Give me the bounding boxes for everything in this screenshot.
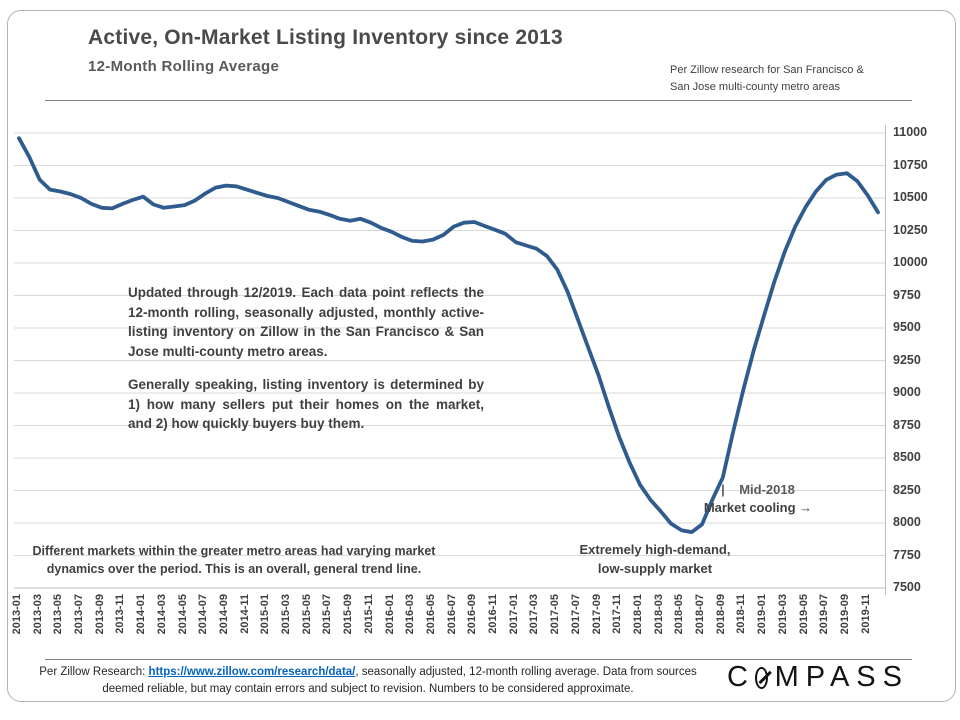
x-tick-label: 2018-11 [735, 594, 748, 634]
source-note: Per Zillow research for San Francisco & … [670, 62, 864, 96]
x-tick-label: 2019-03 [776, 594, 789, 635]
annotation-methodology: Updated through 12/2019. Each data point… [128, 283, 484, 434]
x-tick-label: 2013-03 [31, 594, 44, 635]
x-tick-label: 2018-09 [714, 594, 727, 635]
page-title: Active, On-Market Listing Inventory sinc… [88, 26, 563, 49]
y-tick-label: 9000 [893, 385, 921, 399]
y-tick-label: 9500 [893, 320, 921, 334]
annotation-high-demand-line1: Extremely high-demand, [579, 542, 731, 557]
x-tick-label: 2014-09 [217, 594, 230, 635]
footer-prefix: Per Zillow Research: [39, 666, 149, 678]
y-tick-label: 9750 [893, 287, 921, 302]
x-tick-label: 2015-09 [342, 594, 355, 635]
compass-logo-c: C [727, 660, 755, 693]
y-tick-label: 9250 [893, 352, 921, 367]
x-tick-label: 2017-01 [507, 594, 520, 635]
compass-logo: C MPASS [727, 660, 909, 694]
x-tick-label: 2013-07 [73, 594, 86, 635]
y-tick-label: 7750 [893, 547, 921, 562]
x-tick-label: 2015-11 [362, 594, 375, 634]
x-tick-label: 2015-05 [300, 594, 313, 635]
x-tick-label: 2019-07 [818, 594, 831, 635]
footer-source-text: Per Zillow Research: https://www.zillow.… [18, 664, 718, 699]
x-tick-label: 2016-05 [424, 594, 437, 635]
x-tick-label: 2018-01 [631, 594, 644, 635]
x-tick-label: 2017-09 [590, 594, 603, 635]
y-tick-label: 10250 [893, 222, 928, 237]
chart-canvas [14, 125, 886, 595]
x-tick-label: 2014-03 [155, 594, 168, 635]
x-tick-label: 2019-01 [756, 594, 769, 635]
x-tick-label: 2016-09 [466, 594, 479, 635]
x-tick-label: 2014-11 [238, 594, 251, 634]
x-tick-label: 2015-01 [259, 594, 272, 635]
zillow-research-link[interactable]: https://www.zillow.com/research/data/ [148, 666, 356, 678]
x-tick-label: 2015-03 [280, 594, 293, 635]
header-divider [45, 100, 912, 101]
annotation-mid2018: | Mid-2018 Market cooling → [688, 481, 828, 517]
y-tick-label: 10750 [893, 157, 928, 172]
annotation-disclaimer: Different markets within the greater met… [32, 544, 436, 577]
x-tick-label: 2015-07 [321, 594, 334, 635]
x-tick-label: 2018-03 [652, 594, 665, 635]
x-tick-label: 2016-03 [404, 594, 417, 635]
annotation-mid2018-line2: Market cooling → [703, 500, 813, 516]
x-tick-label: 2014-07 [197, 594, 210, 635]
x-tick-label: 2016-11 [487, 594, 500, 634]
compass-logo-rest: MPASS [774, 660, 909, 693]
annotation-mid2018-line1: | Mid-2018 [721, 482, 795, 497]
annotation-high-demand-line2: low-supply market [597, 560, 713, 576]
x-tick-label: 2018-05 [673, 594, 686, 635]
x-tick-label: 2013-11 [114, 594, 127, 634]
x-tick-label: 2016-07 [445, 594, 458, 635]
x-tick-label: 2013-09 [93, 594, 106, 635]
y-tick-label: 11000 [893, 125, 928, 139]
y-tick-label: 8250 [893, 482, 921, 497]
y-tick-label: 8750 [893, 417, 921, 432]
compass-logo-o-icon [754, 667, 768, 689]
x-tick-label: 2019-09 [838, 594, 851, 635]
x-tick-label: 2013-01 [11, 594, 23, 635]
y-tick-label: 10000 [893, 255, 928, 269]
x-tick-label: 2014-01 [135, 594, 148, 635]
annotation-methodology-p1: Updated through 12/2019. Each data point… [128, 285, 484, 359]
x-tick-label: 2017-11 [611, 594, 624, 634]
x-tick-label: 2017-03 [528, 594, 541, 635]
y-tick-label: 8500 [893, 450, 921, 464]
x-tick-label: 2013-05 [52, 594, 65, 635]
x-tick-label: 2014-05 [176, 594, 189, 635]
source-note-line2: San Jose multi-county metro areas [670, 81, 840, 94]
footer-divider [45, 659, 912, 660]
x-tick-label: 2019-11 [859, 594, 872, 634]
source-note-line1: Per Zillow research for San Francisco & [670, 64, 864, 76]
y-tick-label: 7500 [893, 580, 921, 594]
page-subtitle: 12-Month Rolling Average [88, 58, 280, 75]
footer-suffix: , seasonally adjusted, 12-month rolling … [102, 666, 697, 696]
inventory-series-line [17, 136, 880, 535]
x-tick-label: 2017-07 [569, 594, 582, 635]
x-tick-label: 2018-07 [694, 594, 707, 635]
y-tick-label: 8000 [893, 515, 921, 529]
x-tick-label: 2019-05 [797, 594, 810, 635]
y-tick-label: 10500 [893, 190, 928, 204]
annotation-high-demand: Extremely high-demand, low-supply market [545, 541, 765, 579]
annotation-methodology-p2: Generally speaking, listing inventory is… [128, 377, 484, 432]
x-tick-label: 2017-05 [549, 594, 562, 635]
x-tick-label: 2016-01 [383, 594, 396, 635]
